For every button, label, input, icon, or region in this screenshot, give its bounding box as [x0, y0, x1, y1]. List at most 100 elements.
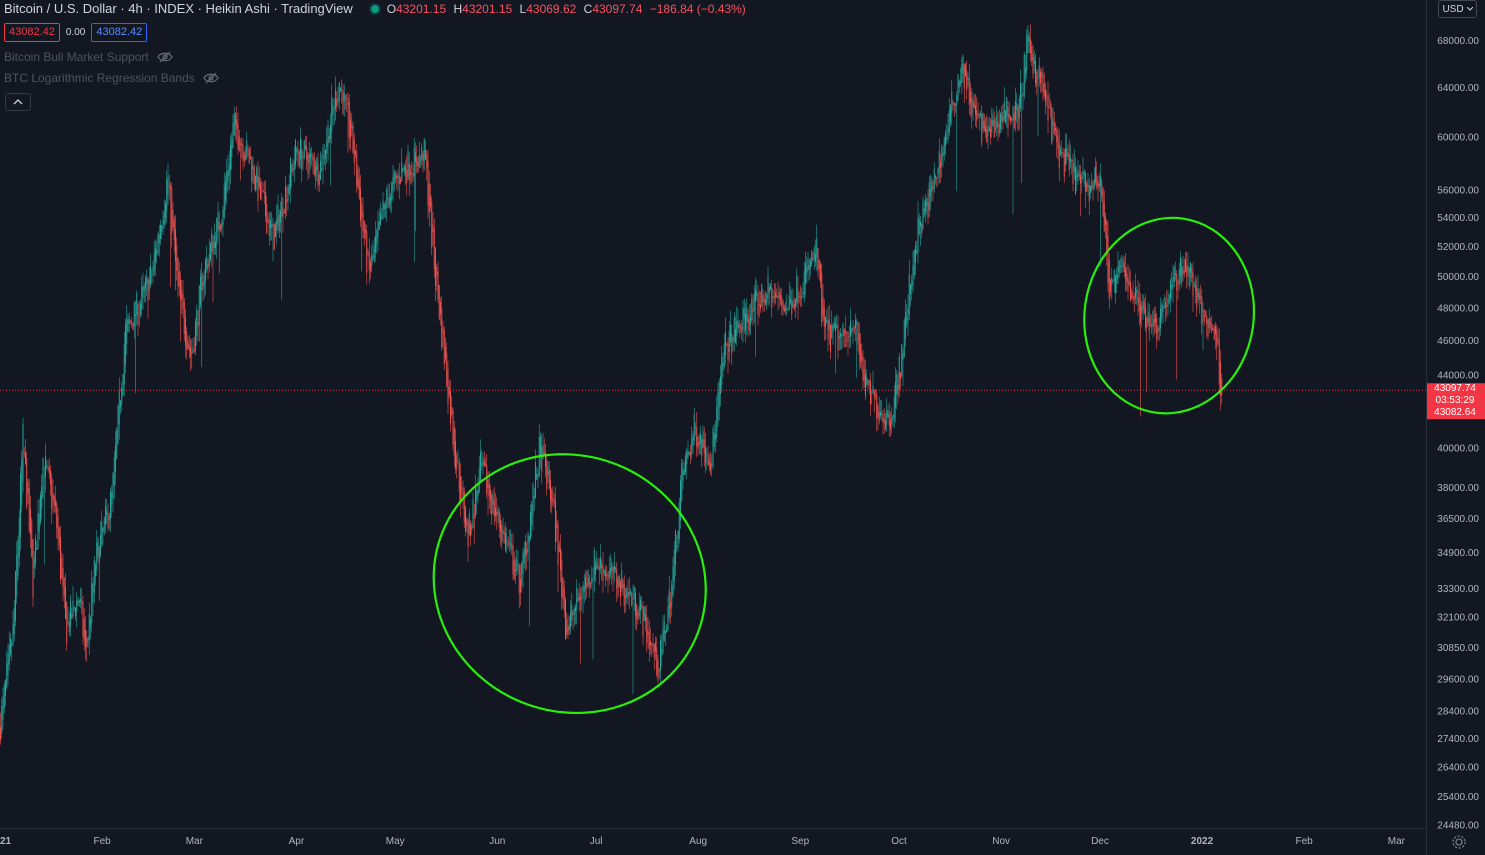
candle-body	[506, 539, 508, 542]
candle-body	[1045, 89, 1046, 102]
candle-body	[516, 559, 518, 571]
candle-body	[481, 463, 483, 467]
currency-button[interactable]: USD	[1438, 0, 1477, 18]
candle-body	[845, 330, 846, 333]
candle-body	[203, 275, 205, 286]
candle-body	[296, 148, 298, 153]
symbol-title[interactable]: Bitcoin / U.S. Dollar · 4h · INDEX · Hei…	[4, 1, 353, 16]
candle-body	[672, 566, 674, 596]
candle-body	[942, 153, 944, 157]
candle-body	[1125, 267, 1126, 279]
candle-body	[632, 598, 634, 600]
candle-body	[588, 577, 590, 588]
candle-body	[1018, 98, 1020, 118]
candle-body	[247, 149, 249, 151]
candle-body	[1101, 180, 1103, 197]
price-tick-label: 48000.00	[1437, 304, 1479, 315]
candle-body	[773, 296, 775, 299]
candle-body	[551, 489, 553, 507]
candle-body	[351, 123, 353, 129]
candle-body	[197, 322, 199, 327]
candle-body	[787, 309, 789, 311]
candle-body	[1138, 297, 1140, 312]
candle-body	[465, 506, 466, 532]
candle-body	[1032, 53, 1034, 75]
drawing-annotations[interactable]	[395, 207, 1267, 754]
eye-crossed-icon[interactable]	[157, 51, 173, 63]
candle-body	[635, 592, 636, 617]
candle-body	[243, 152, 245, 161]
candle-body	[807, 259, 809, 271]
candle-body	[408, 163, 410, 181]
candle-body	[788, 295, 790, 310]
candle-body	[16, 555, 18, 596]
candle-body	[172, 210, 174, 228]
candle-body	[922, 201, 924, 229]
indicator-legend-log-regression-bands[interactable]: BTC Logarithmic Regression Bands	[4, 71, 219, 85]
price-axis[interactable]: 68000.00 64000.00 60000.00 56000.00 54000.00…	[1426, 0, 1480, 855]
candle-body	[87, 637, 89, 643]
candle-body	[118, 390, 120, 425]
candle-body	[97, 538, 99, 557]
candle-body	[921, 223, 923, 234]
time-axis[interactable]: 2021 Feb Mar Apr May Jun Jul Aug Sep Oct Nov Dec 202…	[0, 828, 1426, 848]
candle-body	[3, 684, 5, 708]
candle-body	[146, 276, 148, 284]
candle-body	[988, 126, 990, 131]
candle-body	[278, 215, 280, 231]
candle-body	[1157, 328, 1159, 333]
candle-body	[293, 160, 295, 170]
buy-button[interactable]: 43082.42	[91, 23, 148, 42]
candle-body	[480, 452, 481, 481]
candle-body	[653, 644, 655, 658]
candle-body	[1131, 291, 1133, 299]
candle-body	[356, 152, 358, 187]
time-tick-label: May	[386, 836, 405, 847]
candle-body	[107, 512, 109, 529]
sell-button[interactable]: 43082.42	[4, 23, 60, 42]
candle-body	[996, 114, 998, 129]
collapse-legend-button[interactable]	[5, 93, 31, 111]
candle-body	[860, 343, 861, 362]
time-tick-label: Feb	[93, 836, 111, 847]
eye-crossed-icon[interactable]	[203, 72, 219, 84]
candle-body	[113, 457, 115, 486]
candle-body	[385, 206, 386, 209]
price-tick-label: 40000.00	[1437, 443, 1479, 454]
candle-body	[306, 147, 308, 160]
last-price-background	[1427, 383, 1485, 420]
candle-body	[545, 453, 546, 467]
candle-body	[196, 309, 198, 336]
candle-body	[543, 451, 545, 455]
quote-boxes: 43082.42 0.00 43082.42	[4, 23, 148, 42]
candle-body	[987, 125, 989, 136]
candle-body	[967, 77, 969, 81]
candle-body	[110, 491, 111, 519]
candle-body	[430, 197, 431, 207]
candle-body	[1031, 45, 1033, 61]
candle-body	[277, 205, 279, 225]
candle-body	[365, 229, 366, 233]
settings-gear-icon[interactable]	[1450, 833, 1468, 851]
candle-body	[962, 55, 964, 74]
price-tick-label: 64000.00	[1437, 83, 1479, 94]
candle-body	[262, 190, 264, 193]
candle-body	[886, 409, 888, 425]
market-status-icon	[370, 4, 379, 13]
candle-body	[948, 110, 950, 133]
candle-body	[901, 343, 903, 376]
annotation-ellipse[interactable]	[1072, 207, 1267, 425]
candle-body	[717, 392, 719, 422]
candle-body	[883, 417, 885, 424]
candle-body	[760, 304, 761, 309]
candle-body	[973, 102, 975, 109]
candle-body	[377, 221, 379, 238]
candle-body	[1217, 338, 1219, 342]
annotation-ellipse[interactable]	[395, 413, 745, 753]
indicator-legend-bull-market-support[interactable]: Bitcoin Bull Market Support	[4, 50, 173, 64]
candle-body	[312, 155, 314, 161]
candle-body	[1190, 262, 1191, 273]
candle-body	[758, 304, 760, 306]
candle-body	[1161, 305, 1163, 319]
